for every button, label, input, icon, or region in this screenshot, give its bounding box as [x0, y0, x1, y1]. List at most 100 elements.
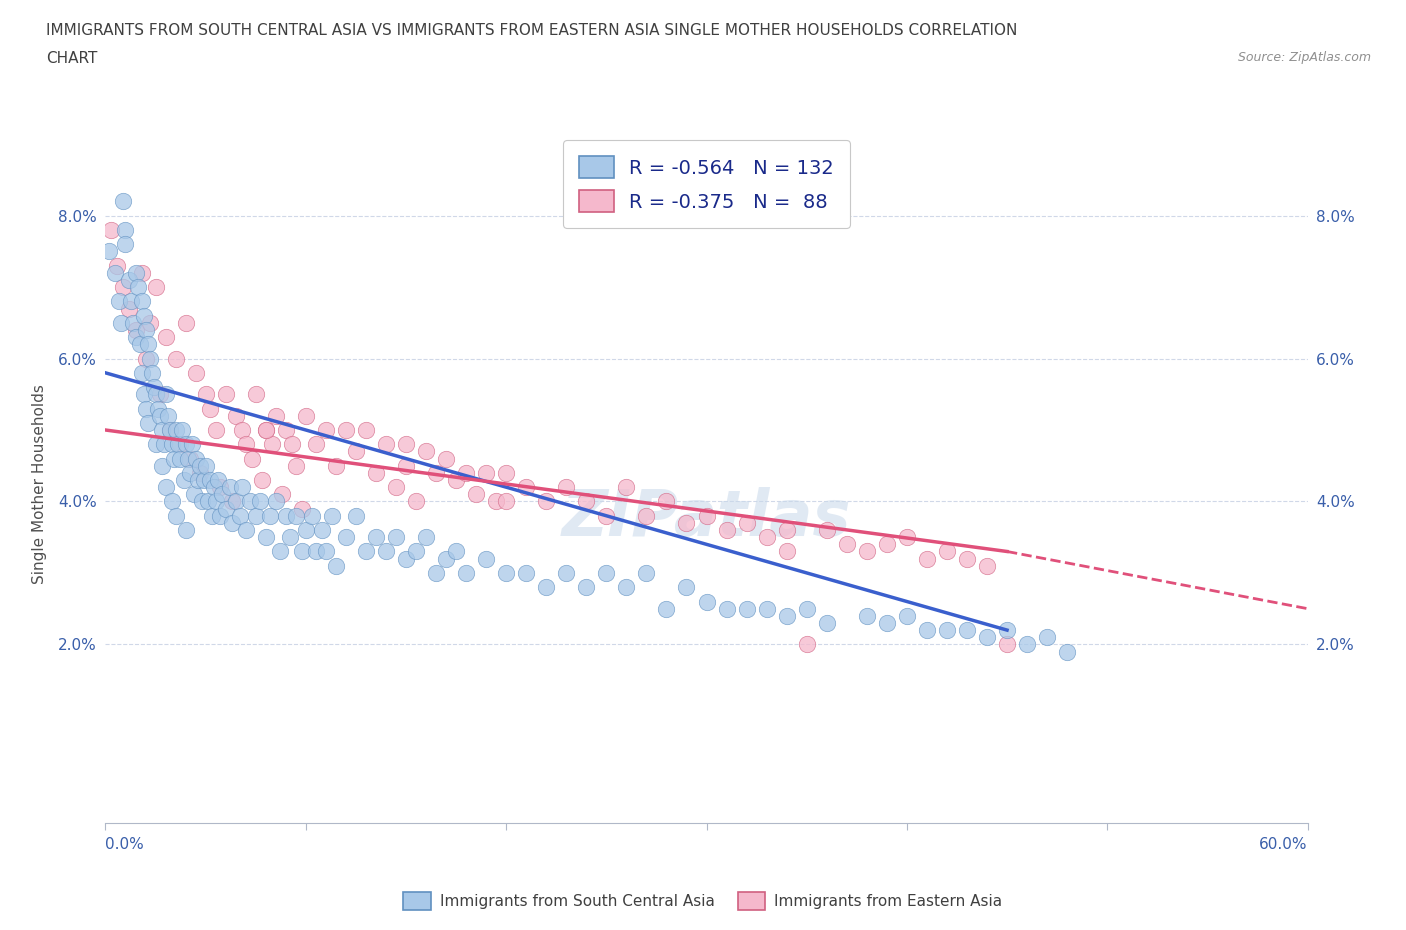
Point: [260, 437, 283, 452]
Point: [515, 480, 537, 495]
Point: [155, 387, 177, 402]
Point: [132, 308, 155, 323]
Point: [385, 530, 408, 545]
Point: [291, 501, 314, 516]
Point: [184, 451, 207, 466]
Point: [675, 515, 697, 530]
Point: [405, 544, 427, 559]
Point: [108, 294, 131, 309]
Point: [131, 265, 153, 280]
Point: [636, 565, 658, 580]
Point: [278, 530, 301, 545]
Point: [254, 422, 277, 437]
Text: 0.0%: 0.0%: [105, 837, 145, 852]
Point: [145, 387, 167, 402]
Point: [169, 437, 191, 452]
Point: [344, 509, 367, 524]
Point: [159, 422, 181, 437]
Point: [110, 315, 132, 330]
Point: [174, 315, 197, 330]
Point: [114, 237, 136, 252]
Point: [415, 444, 437, 458]
Point: [131, 294, 153, 309]
Point: [815, 523, 838, 538]
Point: [208, 509, 231, 524]
Point: [354, 544, 377, 559]
Point: [204, 422, 226, 437]
Point: [193, 472, 215, 487]
Point: [188, 465, 211, 480]
Point: [173, 472, 195, 487]
Point: [301, 509, 323, 524]
Point: [915, 551, 938, 566]
Point: [264, 494, 287, 509]
Point: [198, 472, 221, 487]
Point: [128, 337, 150, 352]
Point: [284, 509, 307, 524]
Point: [796, 601, 818, 616]
Point: [214, 387, 236, 402]
Point: [444, 472, 467, 487]
Point: [515, 565, 537, 580]
Text: IMMIGRANTS FROM SOUTH CENTRAL ASIA VS IMMIGRANTS FROM EASTERN ASIA SINGLE MOTHER: IMMIGRANTS FROM SOUTH CENTRAL ASIA VS IM…: [46, 23, 1018, 38]
Point: [150, 458, 173, 473]
Point: [135, 352, 157, 366]
Point: [132, 387, 155, 402]
Point: [976, 630, 998, 644]
Point: [170, 422, 193, 437]
Point: [142, 379, 165, 394]
Point: [425, 565, 447, 580]
Point: [485, 494, 508, 509]
Point: [254, 422, 277, 437]
Point: [184, 365, 207, 380]
Point: [122, 315, 145, 330]
Point: [575, 579, 598, 594]
Point: [896, 608, 918, 623]
Point: [696, 594, 718, 609]
Point: [198, 401, 221, 416]
Point: [124, 323, 146, 338]
Point: [716, 523, 738, 538]
Point: [104, 265, 127, 280]
Point: [776, 544, 799, 559]
Point: [295, 408, 318, 423]
Point: [231, 422, 253, 437]
Point: [174, 437, 197, 452]
Point: [1017, 637, 1039, 652]
Point: [405, 494, 427, 509]
Text: Source: ZipAtlas.com: Source: ZipAtlas.com: [1237, 51, 1371, 64]
Point: [187, 472, 209, 487]
Point: [716, 601, 738, 616]
Text: 60.0%: 60.0%: [1260, 837, 1308, 852]
Point: [121, 294, 143, 309]
Point: [124, 329, 146, 344]
Point: [1056, 644, 1078, 659]
Point: [150, 422, 173, 437]
Text: CHART: CHART: [46, 51, 98, 66]
Point: [915, 623, 938, 638]
Point: [454, 565, 477, 580]
Point: [194, 458, 217, 473]
Point: [179, 465, 201, 480]
Point: [138, 352, 160, 366]
Point: [696, 509, 718, 524]
Point: [325, 458, 347, 473]
Point: [114, 222, 136, 237]
Point: [162, 451, 184, 466]
Point: [159, 422, 181, 437]
Point: [188, 458, 211, 473]
Point: [335, 422, 357, 437]
Point: [112, 193, 135, 208]
Point: [136, 416, 159, 431]
Point: [145, 280, 167, 295]
Point: [197, 494, 219, 509]
Point: [555, 480, 578, 495]
Point: [141, 365, 163, 380]
Point: [675, 579, 697, 594]
Point: [956, 551, 979, 566]
Point: [211, 487, 233, 502]
Point: [434, 451, 457, 466]
Point: [956, 623, 979, 638]
Point: [274, 422, 297, 437]
Point: [776, 523, 799, 538]
